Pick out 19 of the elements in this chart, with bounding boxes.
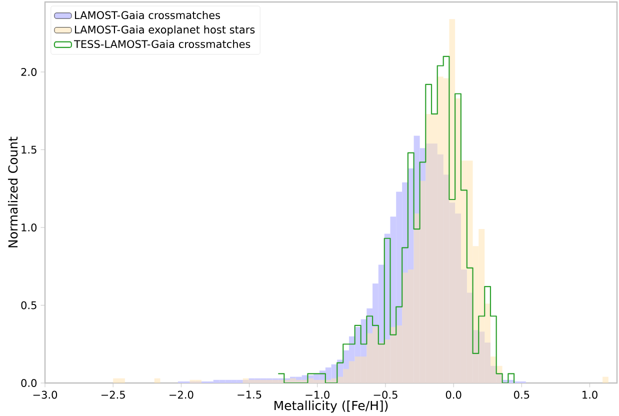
x-tick-label: 0.5 xyxy=(514,390,530,399)
x-tick-label: 1.0 xyxy=(582,390,598,399)
y-tick-label: 0.5 xyxy=(21,301,36,310)
y-tick-label: 1.5 xyxy=(22,146,36,154)
legend-label: LAMOST-Gaia exoplanet host stars xyxy=(75,25,255,36)
x-tick-label: −0.5 xyxy=(374,390,398,399)
y-tick-label: 1.0 xyxy=(22,224,37,232)
x-axis-title: Metallicity ([Fe/H]) xyxy=(274,400,388,413)
y-axis-title: Normalized Count xyxy=(8,136,18,248)
legend-label: TESS-LAMOST-Gaia crossmatches xyxy=(74,40,250,48)
y-tick-label: 2.0 xyxy=(21,68,37,76)
x-tick-label: −1.5 xyxy=(238,390,262,399)
x-tick-label: −1.0 xyxy=(306,390,330,399)
x-tick-label: −2.0 xyxy=(170,390,194,399)
y-tick-label: 0.0 xyxy=(21,379,37,387)
x-tick-label: 0.0 xyxy=(446,390,462,399)
x-tick-label: −3.0 xyxy=(33,390,58,399)
x-tick-label: −2.5 xyxy=(101,390,125,399)
legend-label: LAMOST-Gaia crossmatches xyxy=(75,10,220,20)
